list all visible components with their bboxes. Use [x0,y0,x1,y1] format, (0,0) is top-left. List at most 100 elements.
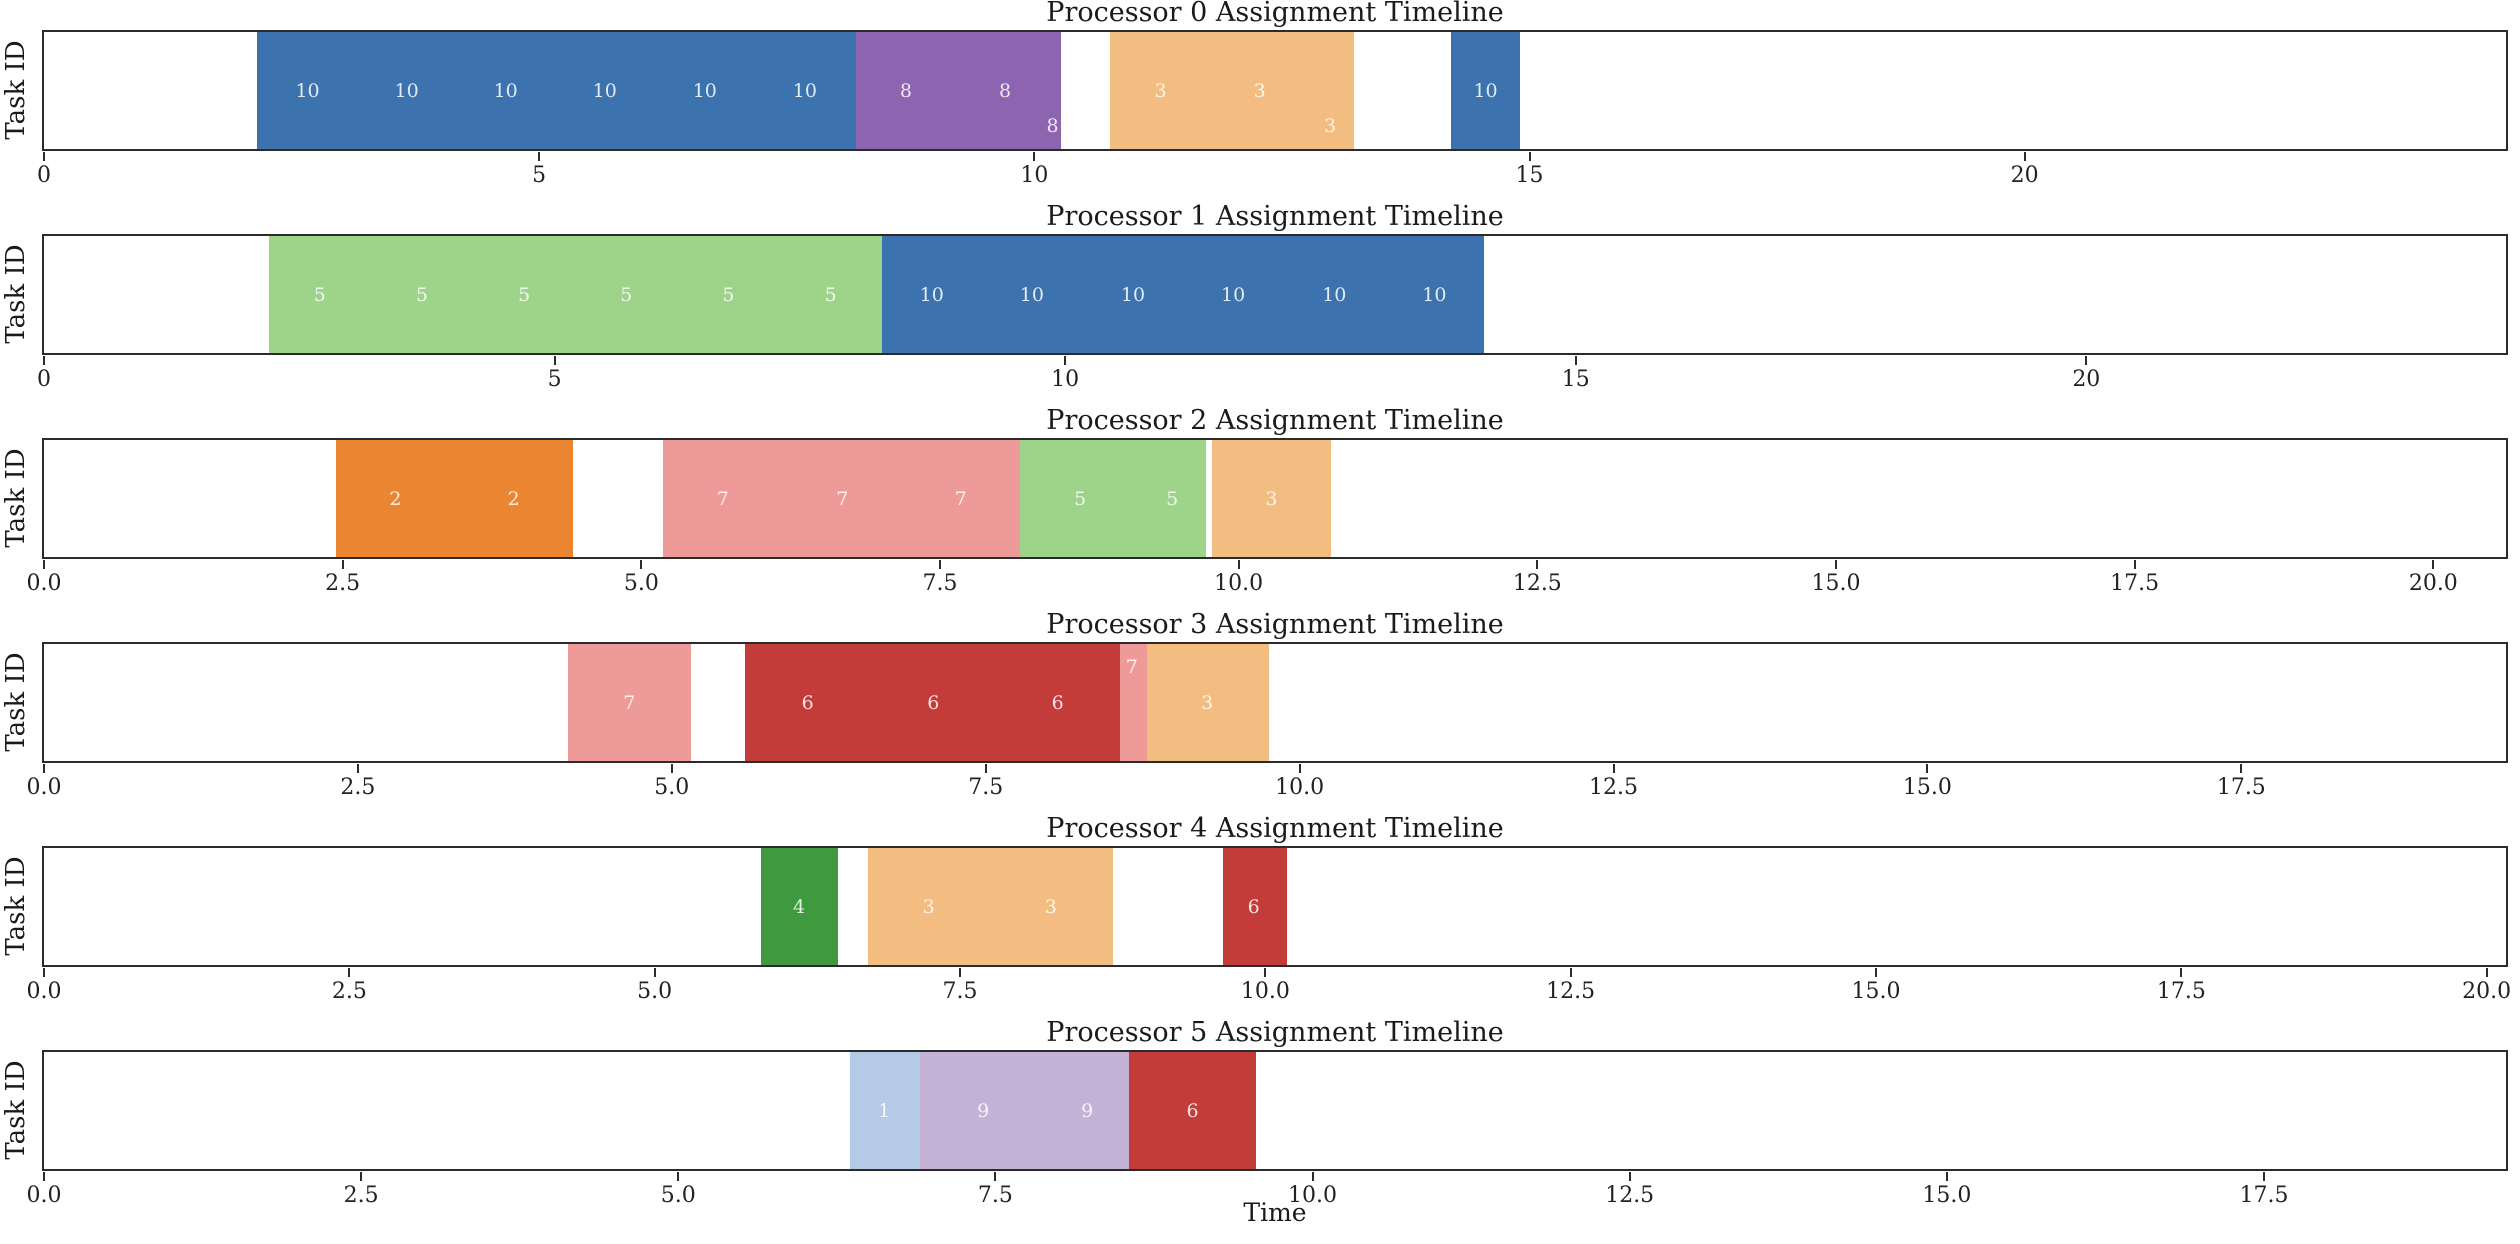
tick-mark [43,356,45,365]
tick-label: 15.0 [1851,979,1901,1004]
bar-label: 5 [1074,487,1087,510]
tick-label: 0 [37,367,51,392]
task-bar [1020,440,1140,557]
y-axis-label: Task ID [1,652,31,752]
tick-mark [2485,968,2488,977]
tick-mark [1926,764,1929,773]
tick-mark [1612,764,1615,773]
task-bar [1054,32,1062,149]
plot-area: 4 3 3 6 [42,846,2508,967]
tick-mark [356,764,359,773]
tick-mark [43,968,45,977]
task-bar [1310,32,1354,149]
bar-label: 5 [1166,487,1179,510]
tick-mark [2240,764,2243,773]
tick-mark [677,1172,680,1181]
bar-label: 7 [716,487,729,510]
tick-label: 15 [1561,367,1590,392]
tick-mark [653,968,656,977]
bar-label: 10 [792,79,817,102]
tick-label: 17.5 [2239,1183,2289,1208]
tick-mark [1033,152,1036,161]
bar-label: 10 [692,79,717,102]
tick-mark [348,968,351,977]
tick-mark [2180,968,2183,977]
tick-label: 17.5 [2156,979,2206,1004]
bar-label: 5 [518,283,531,306]
tick-mark [1528,152,1531,161]
tick-label: 20 [2072,367,2101,392]
tick-mark [43,764,45,773]
bar-label: 2 [389,487,402,510]
task-bar [663,440,783,557]
bar-label: 10 [1019,283,1044,306]
task-bar [357,32,457,149]
plot-area: 2 2 7 7 7 5 5 3 [42,438,2508,559]
bar-label: 5 [415,283,429,306]
bar-label: 3 [1044,895,1057,918]
task-bar [677,236,780,353]
task-bar [761,848,839,965]
tick-mark [1536,560,1539,569]
tick-label: 7.5 [942,979,978,1004]
tick-mark [959,968,961,977]
tick-mark [1264,968,1267,977]
tick-label: 10.0 [1275,775,1325,800]
tick-mark [1945,1172,1948,1181]
y-axis-label: Task ID [1,856,31,956]
task-bar [1139,440,1206,557]
subplot-title: Processor 0 Assignment Timeline [1046,0,1504,28]
tick-mark [553,356,556,365]
tick-label: 17.5 [2110,571,2160,596]
bar-label: 9 [1081,1099,1094,1122]
task-bar [455,440,574,557]
tick-label: 5 [547,367,562,392]
subplot-title: Processor 2 Assignment Timeline [1046,405,1504,436]
tick-label: 0.0 [26,571,62,596]
bar-label: 3 [1154,79,1167,102]
bar-label: 10 [1120,283,1146,306]
task-bar [1223,848,1287,965]
bar-label: 6 [801,691,814,714]
tick-mark [2432,560,2435,569]
tick-label: 2.5 [325,571,361,596]
x-axis: 0 5 10 15 20 [37,355,2505,407]
bar-label: 7 [1125,656,1138,679]
tick-mark [984,764,987,773]
subplot-processor-2: Processor 2 Assignment Timeline Task ID 2 2… [0,405,2520,612]
tick-mark [1875,968,1877,977]
task-bar [1210,32,1311,149]
bar-label: 4 [793,895,806,918]
task-bar [1120,644,1147,761]
tick-label: 12.5 [1546,979,1596,1004]
bar-label: 3 [1323,114,1337,137]
tick-mark [670,764,673,773]
tick-label: 12.5 [1512,571,1562,596]
x-axis: 0.0 2.5 5.0 7.5 10.0 12.5 15.0 17.5 [27,763,2505,815]
subplot-processor-5: Processor 5 Assignment Timeline Task ID 1 9… [0,1017,2520,1224]
task-bar [919,1052,1047,1169]
task-bar [655,32,755,149]
bar-label: 5 [824,283,837,306]
bar-label: 5 [313,283,326,306]
task-bar [1284,236,1385,353]
tick-label: 10 [1020,163,1049,188]
task-bar [1450,32,1521,149]
tick-mark [1237,560,1240,569]
x-axis-title: Time [1243,1198,1307,1227]
task-bar [856,32,956,149]
bar-label: 7 [836,487,849,510]
y-axis-label: Task ID [1,40,31,140]
task-bar [782,440,903,557]
task-bar [989,848,1114,965]
tick-mark [1064,356,1067,365]
tick-label: 15.0 [1811,571,1861,596]
task-bar [268,236,371,353]
task-bar [867,848,990,965]
task-bar [1046,1052,1130,1169]
tick-label: 2.5 [343,1183,379,1208]
bar-label: 3 [1265,487,1278,510]
tick-label: 2.5 [340,775,376,800]
tick-label: 17.5 [2216,775,2266,800]
